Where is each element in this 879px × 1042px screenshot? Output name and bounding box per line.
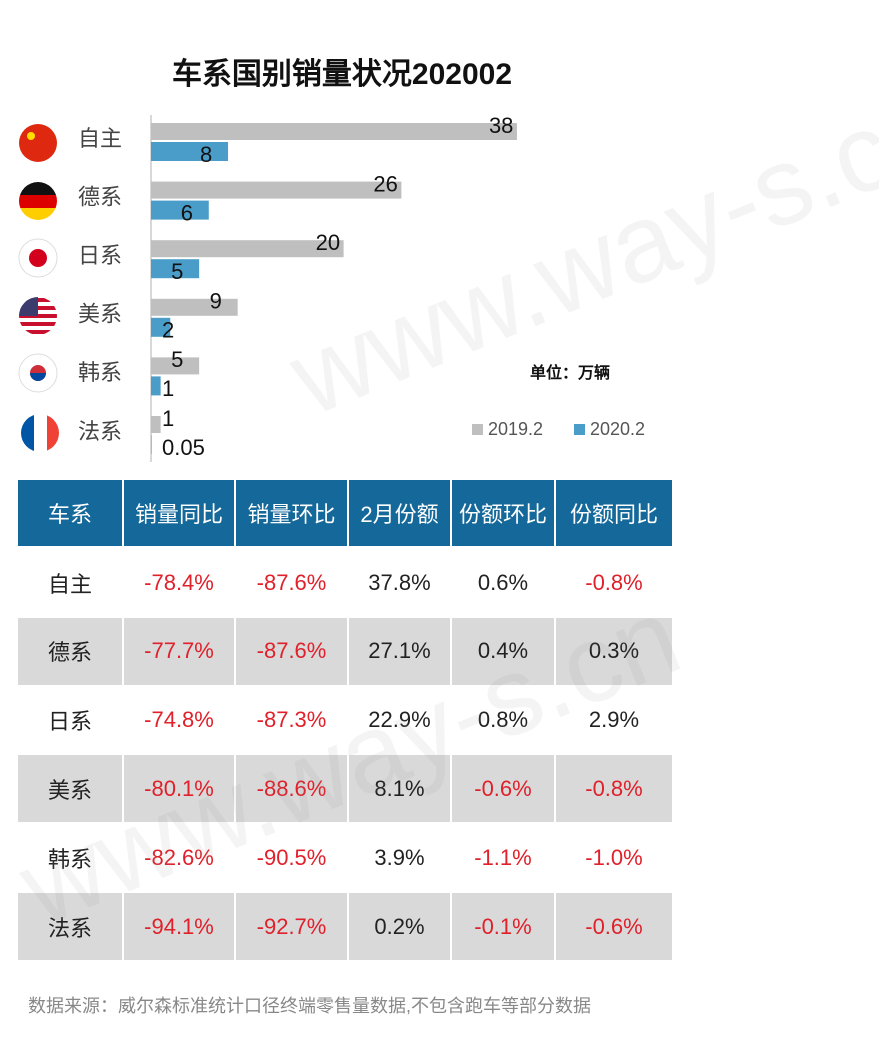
value-label: 8: [200, 142, 212, 167]
value-label: 0.05: [162, 435, 205, 460]
bar: [151, 200, 209, 220]
table-cell: -87.6%: [256, 569, 327, 595]
table-cell: -0.6%: [452, 755, 554, 823]
value-label: 38: [489, 113, 513, 138]
bar: [151, 317, 171, 337]
table-cell: -82.6%: [144, 844, 214, 870]
table-cell: -87.6%: [236, 617, 347, 685]
table-cell: -90.5%: [256, 844, 327, 870]
bar: [151, 240, 344, 258]
table-cell: 份额环比: [452, 480, 554, 546]
flags: [18, 124, 59, 452]
table-cell: 22.9%: [368, 707, 431, 733]
table-cell: 车系: [18, 480, 122, 546]
table-cell: 27.1%: [349, 617, 450, 685]
category-label: 韩系: [78, 360, 122, 385]
table-cell: -80.1%: [124, 755, 234, 823]
bar: [151, 416, 161, 433]
table-cell: -0.8%: [556, 755, 672, 823]
value-label: 5: [171, 347, 183, 372]
bar: [151, 123, 517, 140]
table-cell: 德系: [18, 617, 122, 685]
table-cell: 0.8%: [477, 707, 529, 733]
value-label: 26: [373, 171, 397, 196]
table-cell: 销量同比: [124, 480, 234, 546]
table-cell: 美系: [18, 755, 122, 823]
table-cell: 37.8%: [368, 569, 431, 595]
table-cell: -94.1%: [124, 893, 234, 960]
table-cell: 0.3%: [556, 617, 672, 685]
value-label: 2: [162, 318, 174, 343]
table-cell: -1.1%: [474, 844, 532, 870]
unit-note: 单位：万辆: [530, 363, 610, 382]
table-cell: -0.8%: [585, 569, 643, 595]
chart-title: 车系国别销量状况202002: [172, 57, 512, 91]
table-cell: 3.9%: [374, 844, 425, 870]
value-label: 1: [162, 376, 174, 401]
table-cell: -92.7%: [236, 893, 347, 960]
table-cell: 销量环比: [236, 480, 347, 546]
bar: [151, 357, 200, 375]
table-cell: 自主: [47, 571, 92, 597]
table-cell: 份额同比: [556, 480, 672, 546]
category-label: 日系: [78, 243, 122, 268]
table-cell: 韩系: [47, 846, 92, 872]
legend-swatch: [574, 424, 585, 435]
legend-swatch: [472, 424, 483, 435]
table-cell: 法系: [18, 893, 122, 960]
table-cell: -77.7%: [124, 617, 234, 685]
table-cell: -0.6%: [556, 893, 672, 960]
table-cell: 2.9%: [588, 707, 640, 733]
value-label: 5: [171, 259, 183, 284]
value-label: 9: [210, 289, 222, 314]
table-cell: -0.1%: [452, 893, 554, 960]
table-cell: 日系: [47, 709, 92, 735]
table-cell: -87.3%: [256, 707, 327, 733]
table-cell: -78.4%: [144, 569, 214, 595]
category-label: 自主: [78, 126, 122, 151]
table-cell: -1.0%: [585, 844, 643, 870]
bar: [151, 298, 238, 316]
legend-label: 2020.2: [590, 419, 645, 439]
table-cell: -74.8%: [144, 707, 214, 733]
bar: [151, 259, 200, 279]
value-label: 6: [181, 200, 193, 225]
table-cell: -88.6%: [236, 755, 347, 823]
bar: [151, 181, 402, 199]
table-cell: 2月份额: [349, 480, 450, 546]
category-label: 法系: [78, 419, 122, 444]
table-cell: 0.4%: [452, 617, 554, 685]
legend-label: 2019.2: [488, 419, 543, 439]
bar: [151, 142, 229, 161]
table-cell: 0.2%: [349, 893, 450, 960]
chart: 车系国别销量状况202002 单位：万辆 自主 38 8 德系 26 6 日系 20 5 美系 9 2…: [18, 57, 645, 462]
category-label: 德系: [78, 184, 122, 209]
value-label: 20: [316, 230, 340, 255]
value-label: 1: [162, 406, 174, 431]
table-cell: 0.6%: [477, 569, 529, 595]
source-note: 数据来源：威尔森标准统计口径终端零售量数据,不包含跑车等部分数据: [28, 996, 591, 1016]
category-label: 美系: [78, 302, 122, 327]
table-cell: 8.1%: [349, 755, 450, 823]
bar: [151, 376, 161, 396]
